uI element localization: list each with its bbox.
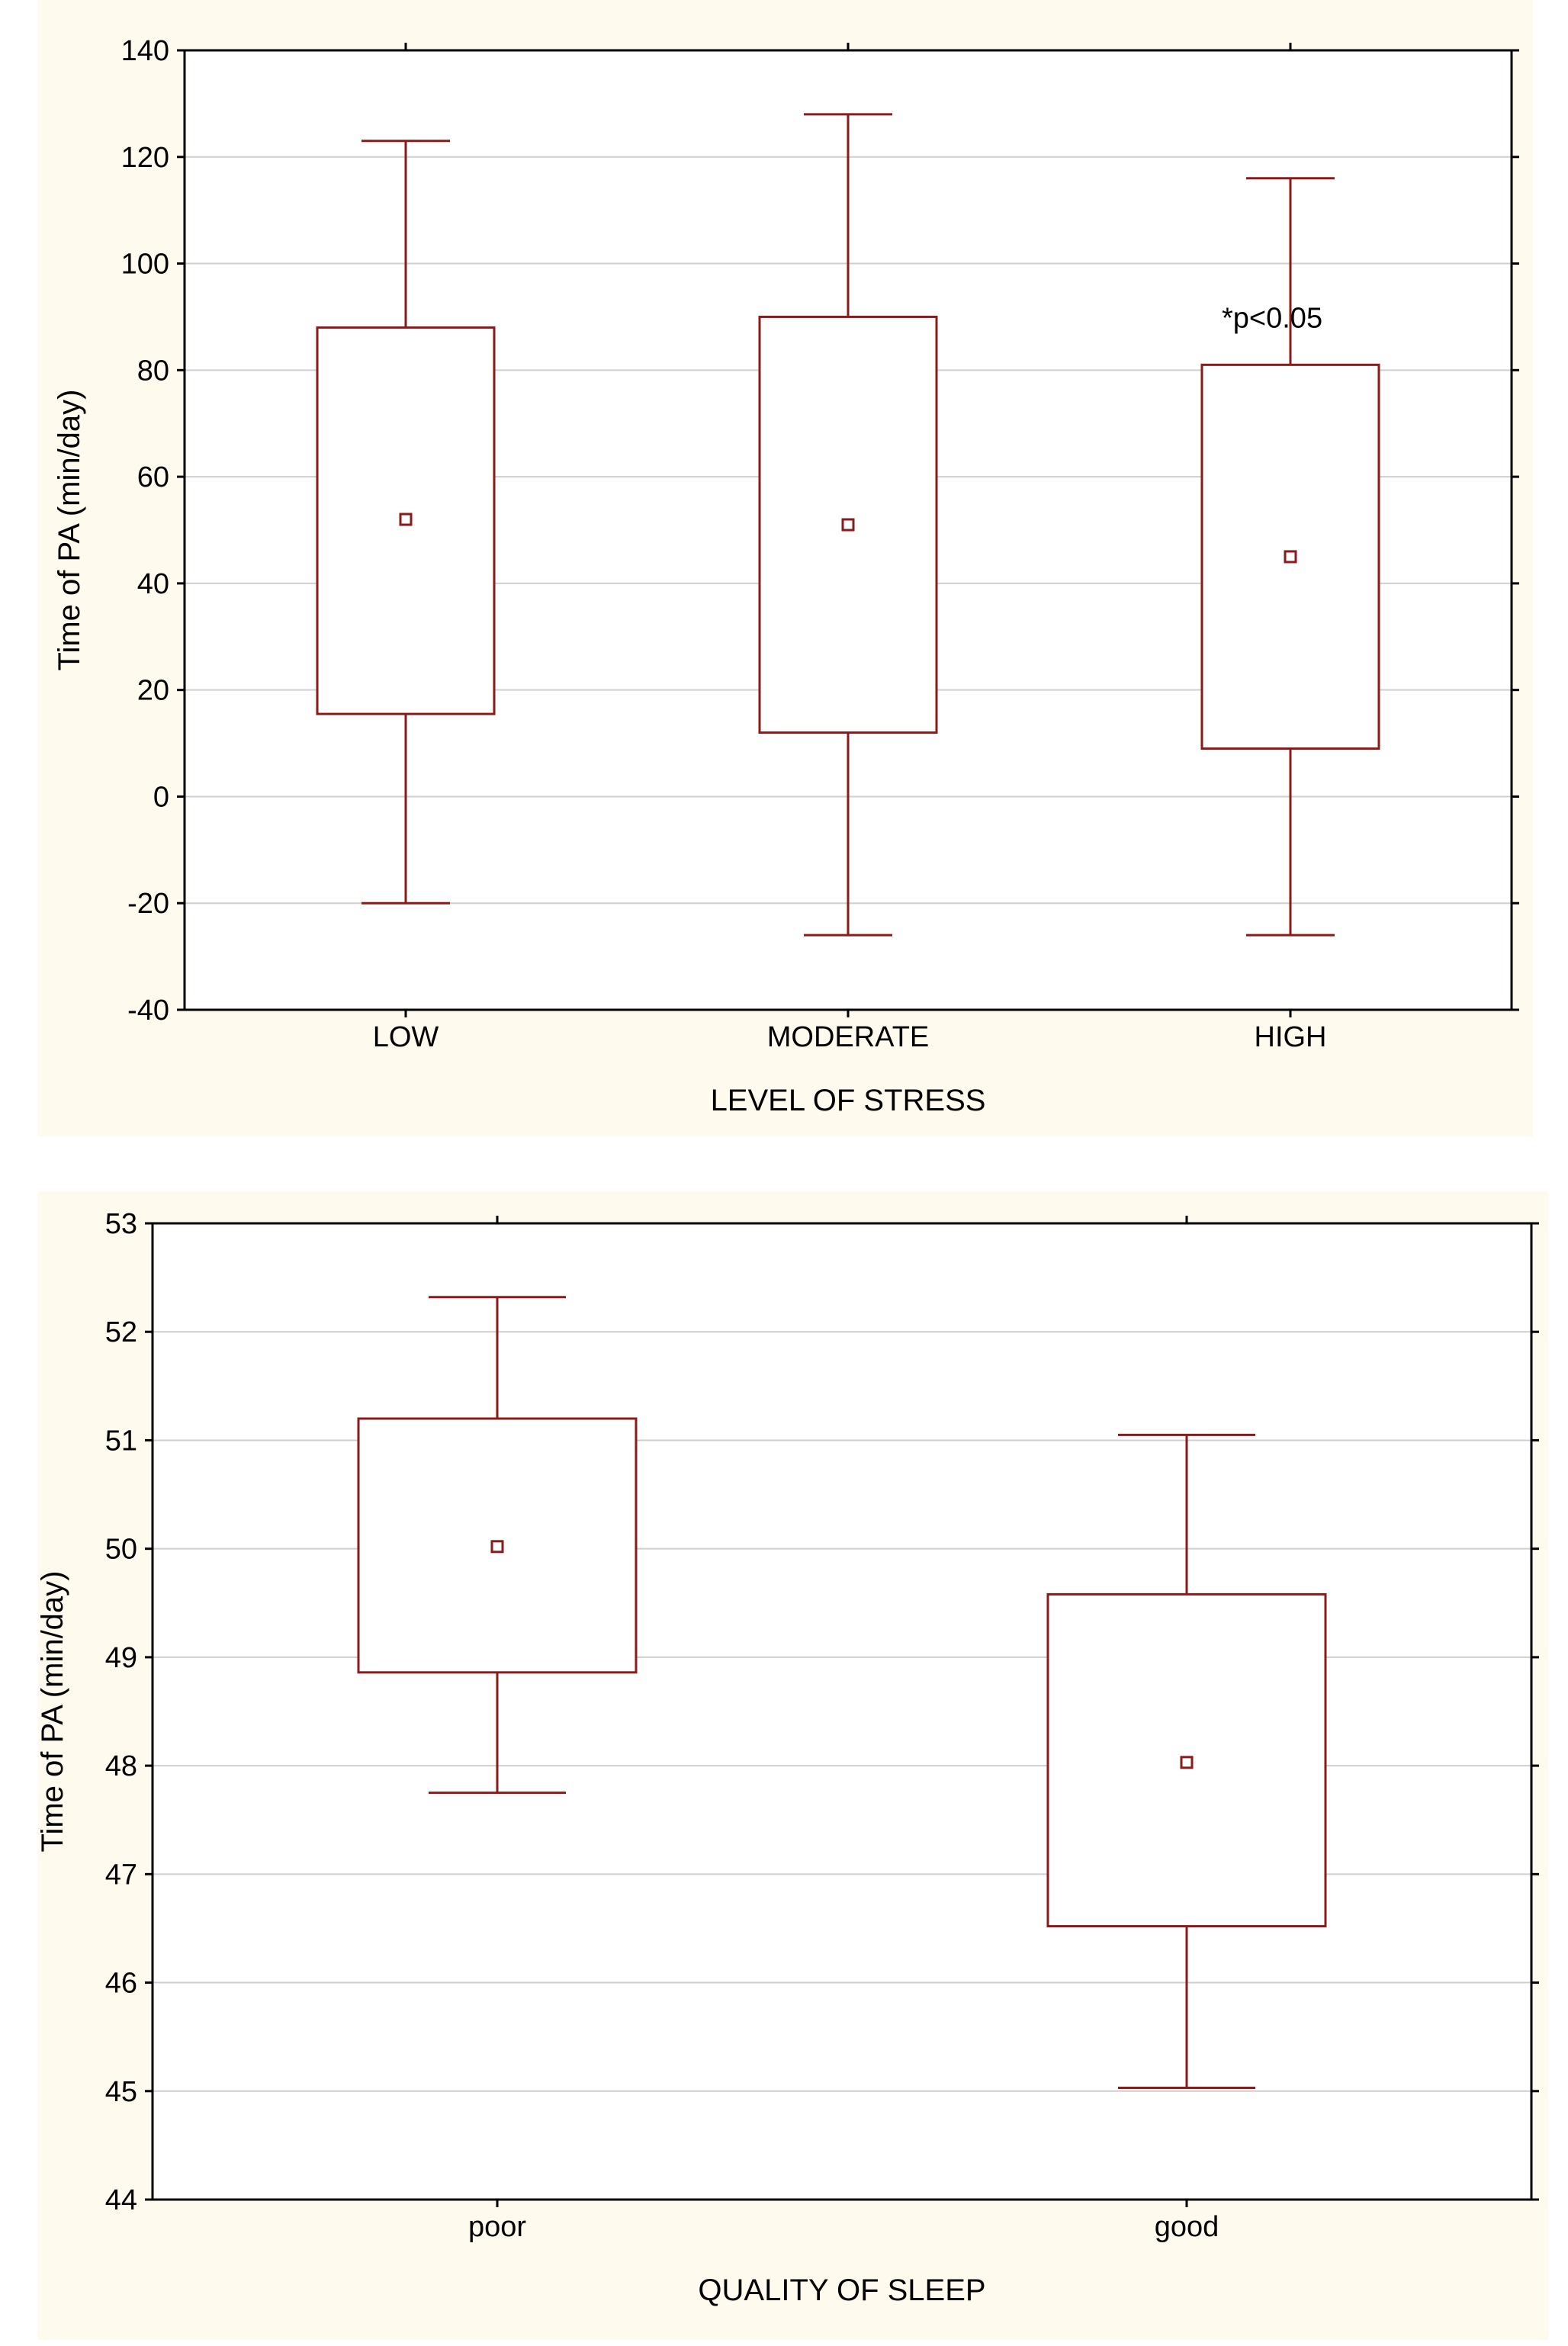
y-tick-label: 140 xyxy=(121,35,169,67)
y-tick-label: -40 xyxy=(127,995,169,1027)
y-tick-label: 60 xyxy=(137,461,169,493)
y-tick-label: 45 xyxy=(105,2076,137,2108)
box-high xyxy=(1200,177,1380,937)
center-marker xyxy=(490,1540,504,1554)
y-axis-label: Time of PA (min/day) xyxy=(36,1571,69,1853)
x-tick-label: good xyxy=(1155,2211,1219,2243)
y-tick-label: 20 xyxy=(137,675,169,707)
box-poor xyxy=(357,1296,638,1795)
box-low xyxy=(316,140,496,905)
center-marker xyxy=(1180,1756,1194,1769)
annotation: *p<0.05 xyxy=(1222,302,1322,334)
y-tick-label: 51 xyxy=(105,1425,137,1457)
y-tick-label: 44 xyxy=(105,2184,137,2216)
x-tick-label: HIGH xyxy=(1255,1021,1327,1053)
x-axis-label: QUALITY OF SLEEP xyxy=(698,2274,985,2307)
y-tick-label: 80 xyxy=(137,355,169,387)
y-tick-label: 53 xyxy=(105,1208,137,1240)
y-axis-label: Time of PA (min/day) xyxy=(53,390,86,671)
chart-panel-stress: *p<0.05 -40 -20 0 20 40 60 80 100 120 140 LOW MODERA… xyxy=(38,0,1533,1136)
center-marker xyxy=(1284,550,1297,564)
y-tick-label: 52 xyxy=(105,1316,137,1348)
box-good xyxy=(1046,1433,1327,2090)
y-tick-label: 100 xyxy=(121,249,169,281)
box-moderate xyxy=(758,113,938,937)
y-tick-label: 0 xyxy=(153,781,169,813)
center-marker xyxy=(841,518,855,532)
plot-frame xyxy=(151,1222,1533,2201)
chart-panel-sleep: 44 45 46 47 48 49 50 51 52 53 poor good QUALITY OF S… xyxy=(36,1191,1548,2340)
y-tick-label: 50 xyxy=(105,1534,137,1566)
y-tick-label: 40 xyxy=(137,568,169,600)
x-tick-label: poor xyxy=(468,2211,526,2243)
y-tick-label: 48 xyxy=(105,1750,137,1782)
x-axis-label: LEVEL OF STRESS xyxy=(711,1084,986,1117)
y-tick-label: 46 xyxy=(105,1968,137,2000)
y-tick-label: 47 xyxy=(105,1859,137,1891)
x-tick-label: MODERATE xyxy=(767,1021,930,1053)
y-tick-label: -20 xyxy=(127,888,169,920)
x-tick-label: LOW xyxy=(373,1021,439,1053)
y-tick-label: 49 xyxy=(105,1642,137,1674)
y-tick-label: 120 xyxy=(121,142,169,174)
center-marker xyxy=(399,513,413,526)
